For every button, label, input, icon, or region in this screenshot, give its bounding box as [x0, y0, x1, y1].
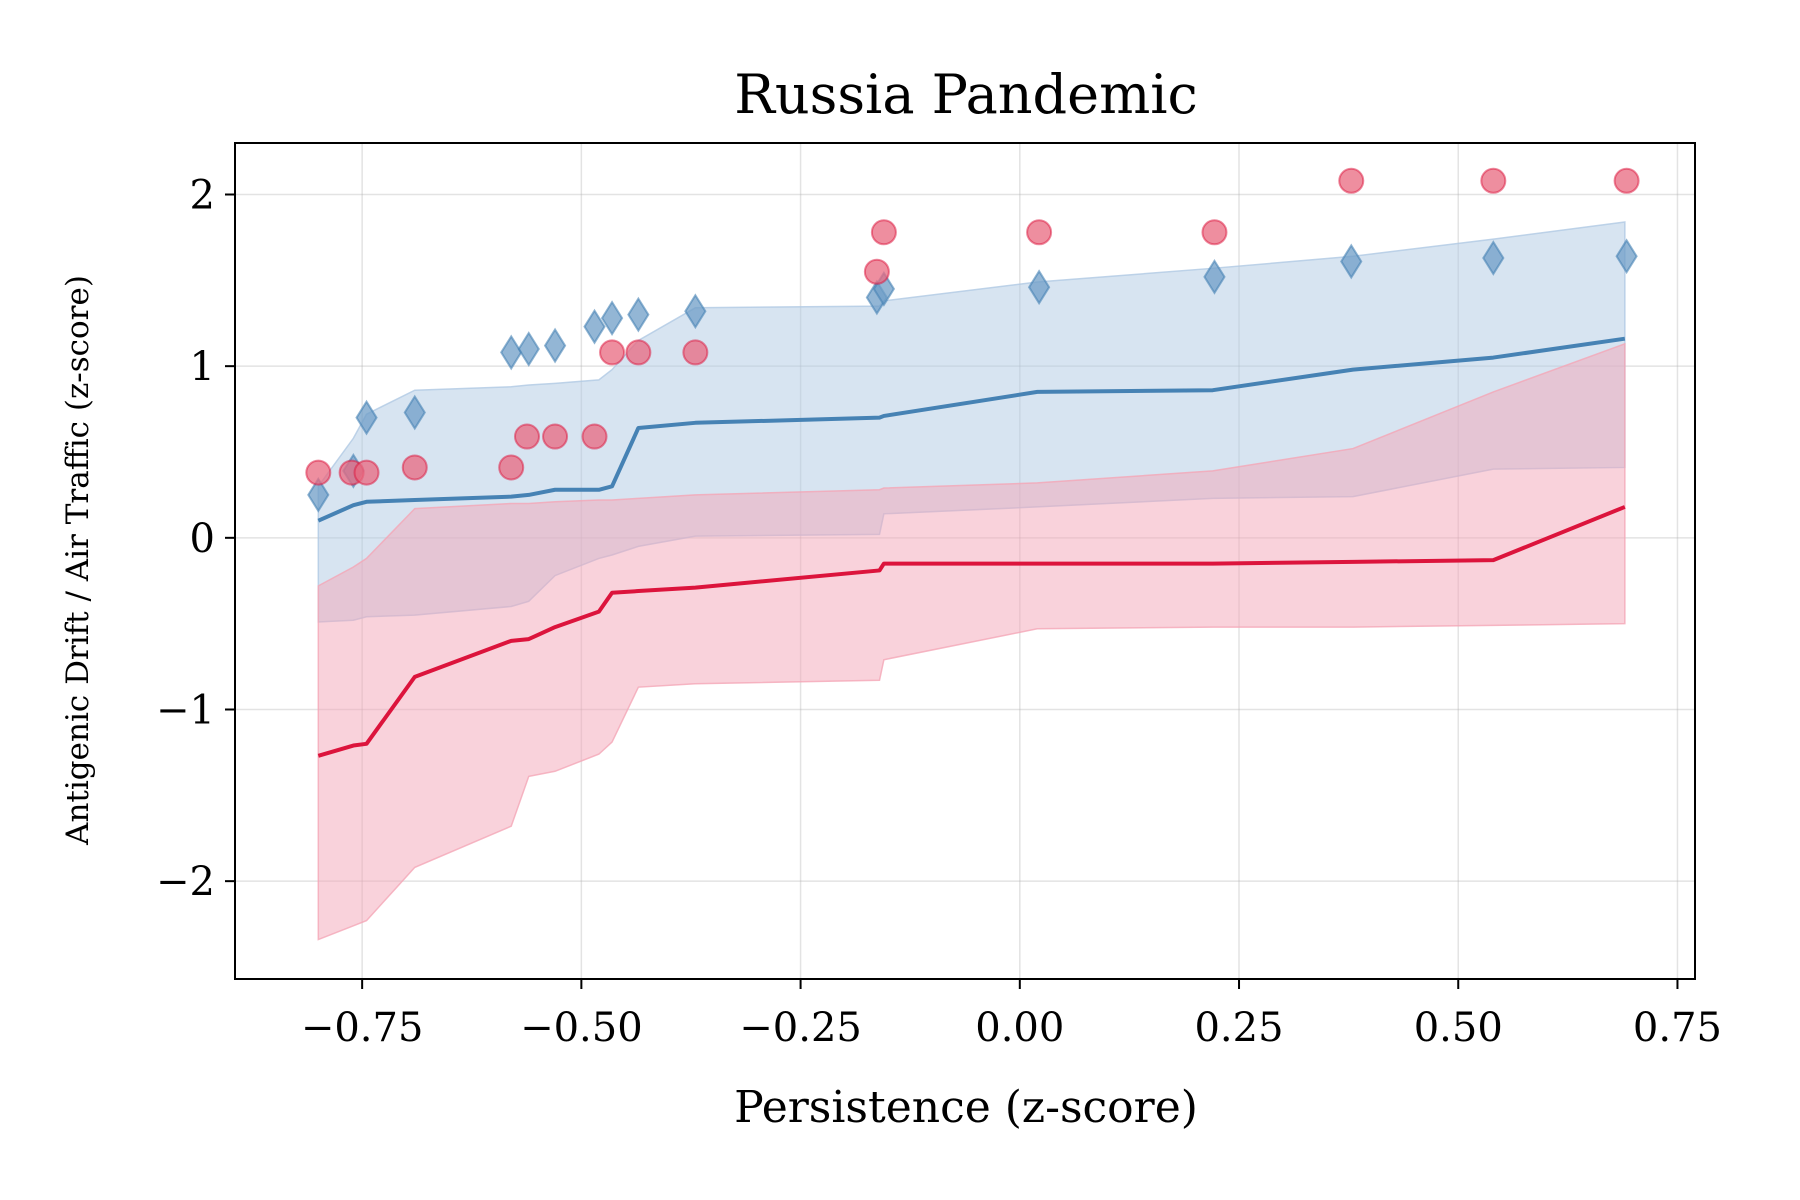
scatter-point-diamond	[1203, 259, 1226, 295]
y-tick-label: 1	[190, 344, 215, 390]
chart-title: Russia Pandemic	[734, 63, 1198, 126]
x-axis-ticks: −0.75 −0.50 −0.25 0.00 0.25 0.50 0.75	[301, 979, 1722, 1051]
scatter-point-diamond	[1027, 269, 1051, 306]
scatter-point-circle	[1613, 167, 1640, 194]
scatter-point-circle	[1026, 219, 1053, 246]
y-tick-label: −1	[156, 687, 215, 733]
y-axis-label: Antigenic Drift / Air Traffic (z-score)	[60, 275, 96, 846]
scatter-point-diamond	[1340, 243, 1363, 280]
x-axis-label: Persistence (z-score)	[734, 1082, 1198, 1133]
scatter-point-circle	[401, 454, 428, 481]
x-tick-label: 0.50	[1414, 1005, 1503, 1051]
scatter-point-circle	[870, 219, 897, 246]
x-tick-label: −0.75	[301, 1005, 424, 1051]
scatter-point-diamond	[1615, 238, 1638, 275]
scatter-point-circle	[514, 423, 540, 450]
axes-frame	[234, 142, 1696, 980]
scatter-point-circle	[1480, 167, 1507, 194]
scatter-point-diamond	[500, 334, 523, 371]
scatter-point-circle	[305, 459, 332, 486]
scatter-point-diamond	[627, 296, 650, 333]
scatter-point-diamond	[543, 327, 567, 364]
scatter-point-circle	[542, 423, 569, 450]
scatter-point-diamond	[684, 293, 707, 330]
x-tick-label: −0.25	[739, 1005, 862, 1051]
x-tick-label: 0.75	[1633, 1005, 1722, 1051]
scatter-point-diamond	[600, 300, 624, 336]
scatter-point-circle	[498, 454, 525, 481]
scatter-point-circle	[1201, 219, 1228, 246]
scatter-point-diamond	[1482, 240, 1505, 276]
scatter-point-circle	[353, 459, 380, 486]
y-tick-label: 2	[190, 172, 215, 218]
scatter-point-diamond	[307, 477, 330, 513]
line-series-2	[317, 336, 1626, 523]
x-tick-label: 0.00	[975, 1005, 1064, 1051]
scatter-point-circle	[581, 423, 608, 450]
plot-area	[305, 167, 1640, 941]
x-tick-label: −0.50	[520, 1005, 643, 1051]
scatter-point-diamond	[517, 331, 540, 367]
scatter-point-circle	[863, 258, 890, 285]
y-tick-label: −2	[156, 859, 215, 905]
y-tick-label: 0	[190, 516, 215, 562]
scatter-point-circle	[625, 339, 652, 366]
y-axis-ticks: −2 −1 0 1 2	[156, 172, 235, 905]
line-series-3	[317, 505, 1626, 758]
scatter-point-diamond	[355, 399, 378, 436]
x-tick-label: 0.25	[1194, 1005, 1283, 1051]
scatter-point-circle	[599, 339, 626, 366]
band-series-1	[317, 342, 1626, 941]
scatter-point-diamond	[403, 394, 426, 431]
scatter-point-circle	[1338, 167, 1365, 194]
scatter-point-circle	[682, 339, 709, 366]
scatter-point-diamond	[583, 308, 606, 345]
